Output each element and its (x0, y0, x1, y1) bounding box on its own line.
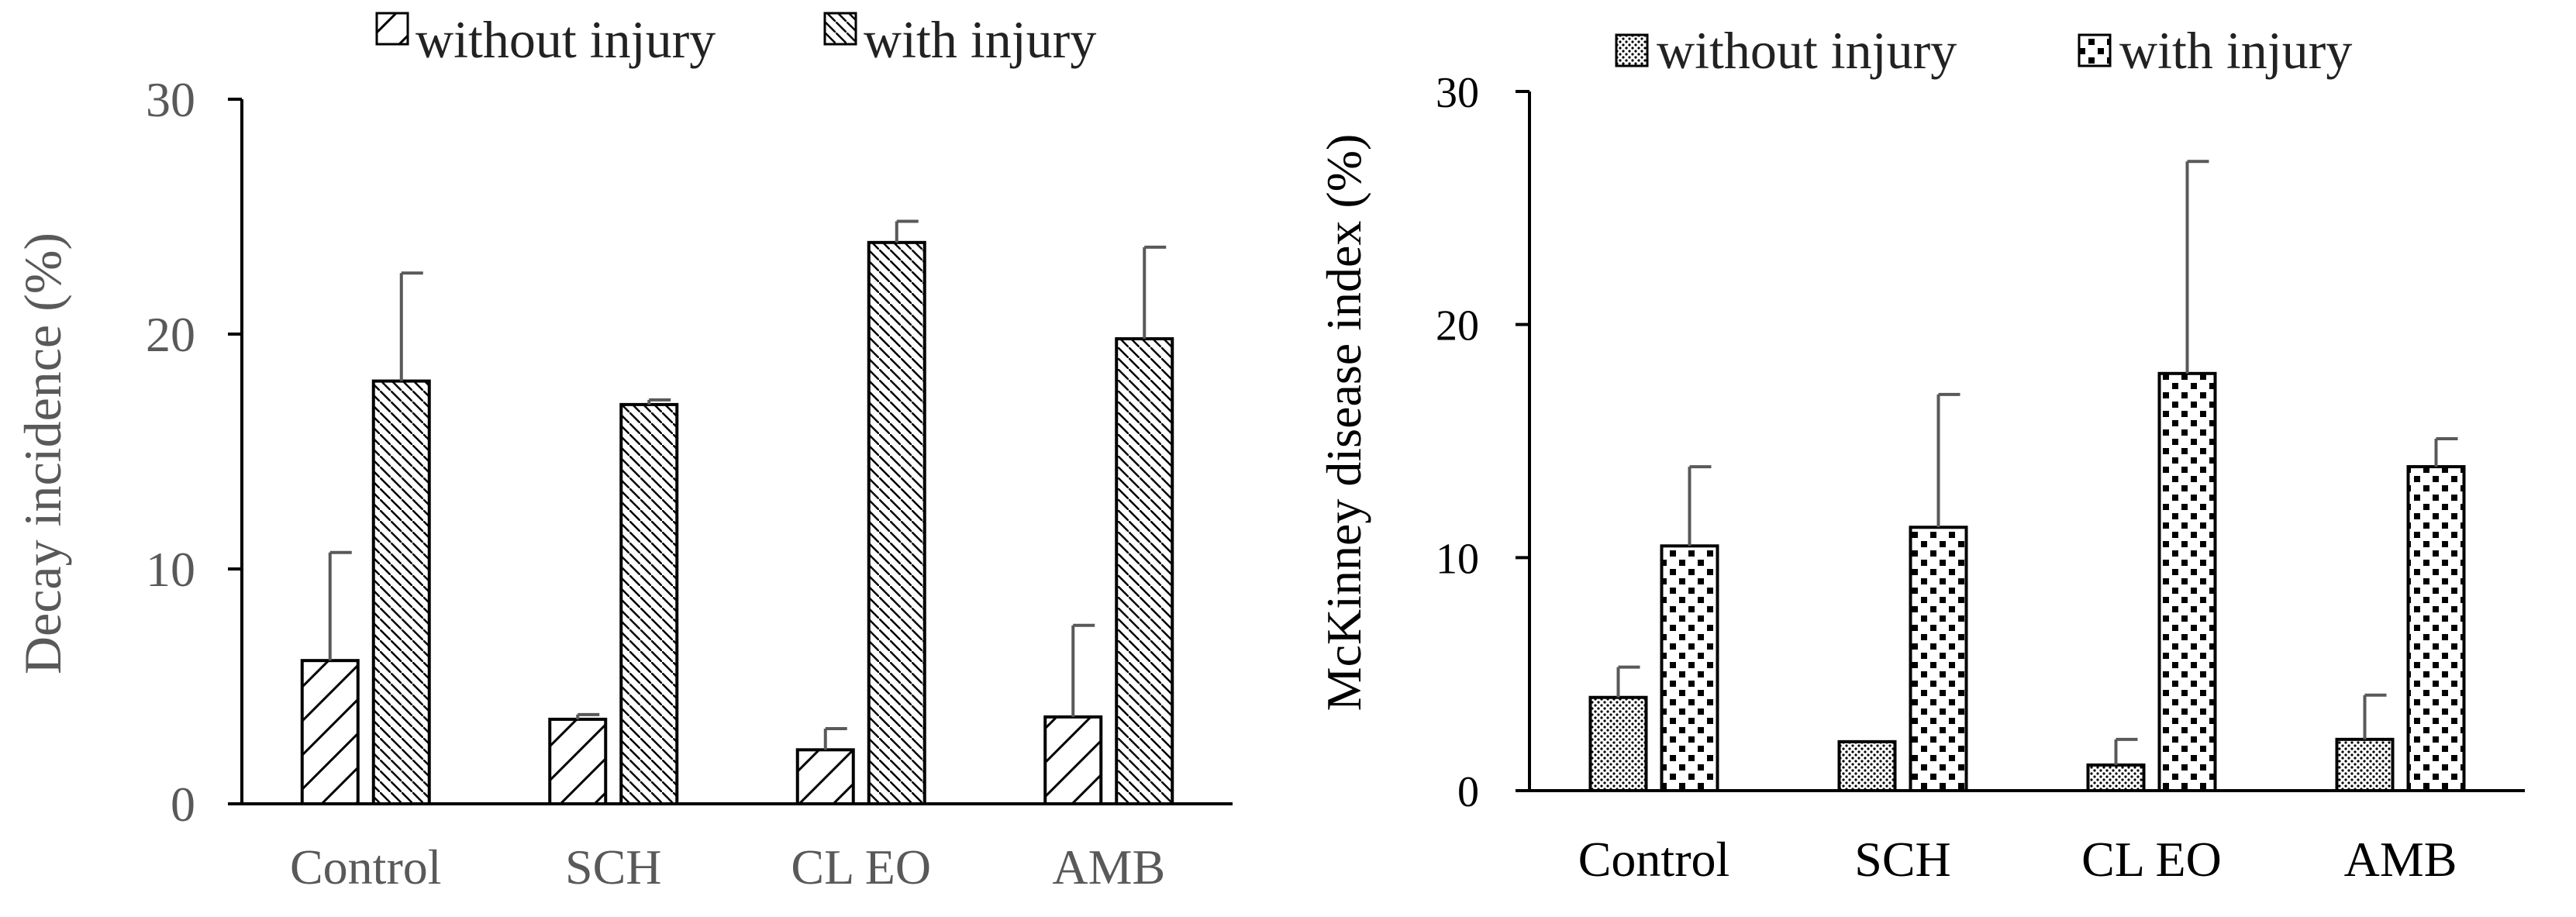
legend-swatch-with-injury (823, 12, 857, 46)
y-axis-title: Decay incidence (%) (13, 233, 72, 674)
x-tick-label: Control (290, 839, 442, 895)
legend-label-with-injury: with injury (864, 10, 1096, 69)
error-bar (2363, 693, 2387, 739)
bar-without-injury-cl-eo (795, 748, 855, 805)
mckinney-disease-index-chart-svg: without injury with injury McKinney dise… (1316, 21, 2525, 887)
legend-label-without-injury: without injury (1657, 21, 1957, 80)
bar-without-injury-cl-eo (2086, 763, 2146, 793)
x-axis-ticks: Control SCH CL EO AMB (290, 839, 1165, 895)
y-tick-label: 10 (146, 542, 195, 597)
legend-item-with-injury: with injury (823, 10, 1096, 69)
bar-with-injury-amb (2406, 465, 2466, 792)
axes (228, 98, 1233, 805)
mckinney-disease-index-chart: without injury with injury McKinney dise… (1287, 0, 2576, 917)
bar-with-injury-amb (1115, 337, 1174, 805)
error-bar (1071, 623, 1095, 717)
legend-item-without-injury: without injury (375, 10, 716, 69)
error-bar (2114, 737, 2138, 765)
bar-without-injury-sch (1837, 739, 1897, 792)
error-bar (576, 712, 600, 719)
legend-item-with-injury: with injury (2078, 21, 2352, 80)
y-tick-label: 20 (146, 307, 195, 362)
decay-incidence-chart-svg: without injury with injury Decay inciden… (13, 10, 1233, 895)
error-bar (1616, 665, 1640, 698)
bar-with-injury-control (371, 379, 431, 806)
y-tick-label: 0 (171, 777, 195, 832)
decay-incidence-chart: without injury with injury Decay inciden… (0, 0, 1287, 917)
y-tick-label: 10 (1436, 535, 1479, 583)
legend-swatch-without-injury (375, 12, 409, 46)
bar-without-injury-amb (2335, 737, 2395, 792)
error-bar (1688, 465, 1712, 546)
legend-swatch-without-injury (1615, 33, 1649, 67)
bar-with-injury-sch (1909, 526, 1968, 792)
x-tick-label: AMB (1052, 839, 1165, 895)
legend: without injury with injury (1615, 21, 2352, 80)
legend-item-without-injury: without injury (1615, 21, 1957, 80)
error-bar (647, 398, 671, 405)
x-tick-label: SCH (1854, 832, 1951, 887)
bar-with-injury-control (1660, 544, 1719, 792)
bar-without-injury-amb (1043, 715, 1103, 806)
bar-with-injury-cl-eo (867, 240, 926, 805)
x-tick-label: AMB (2344, 832, 2457, 887)
error-bar (823, 727, 847, 750)
y-tick-label: 30 (146, 72, 195, 127)
bar-without-injury-control (300, 659, 360, 805)
x-tick-label: CL EO (2081, 832, 2222, 887)
y-axis-ticks: 0 10 20 30 (1436, 69, 1479, 816)
bar-without-injury-sch (548, 717, 608, 805)
legend-swatch-with-injury (2078, 33, 2112, 67)
y-axis-title: McKinney disease index (%) (1316, 134, 1371, 712)
error-bar (895, 219, 919, 243)
y-tick-label: 30 (1436, 69, 1479, 117)
axes (1516, 90, 2525, 792)
legend-label-with-injury: with injury (2119, 21, 2352, 80)
y-axis-ticks: 0 10 20 30 (146, 72, 195, 832)
x-tick-label: SCH (565, 839, 662, 895)
bar-without-injury-control (1588, 695, 1648, 793)
y-tick-marks (228, 98, 242, 805)
error-bar (399, 271, 423, 381)
bars (1588, 160, 2466, 793)
x-axis-ticks: Control SCH CL EO AMB (1578, 832, 2457, 887)
error-bar (1143, 245, 1167, 340)
x-tick-label: Control (1578, 832, 1730, 887)
bar-with-injury-cl-eo (2157, 371, 2217, 793)
error-bar (328, 550, 352, 661)
legend: without injury with injury (375, 10, 1096, 69)
bars (300, 219, 1174, 806)
y-tick-label: 20 (1436, 302, 1479, 350)
bar-with-injury-sch (619, 402, 679, 805)
y-tick-label: 0 (1457, 768, 1479, 816)
legend-label-without-injury: without injury (416, 10, 716, 69)
error-bar (2434, 436, 2458, 467)
error-bar (2185, 160, 2209, 374)
error-bar (1936, 392, 1960, 528)
x-tick-label: CL EO (791, 839, 931, 895)
y-tick-marks (1516, 90, 1529, 792)
